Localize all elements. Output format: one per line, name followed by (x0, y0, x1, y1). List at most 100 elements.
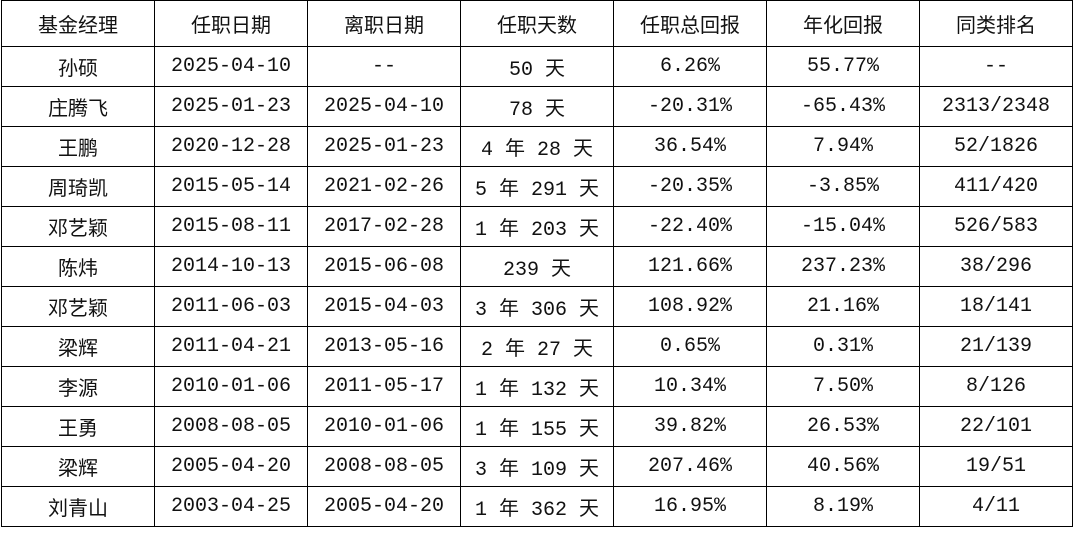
table-cell: 38/296 (919, 246, 1073, 287)
table-cell: 梁辉 (1, 326, 155, 367)
table-cell: 237.23% (766, 246, 920, 287)
table-cell: 7.50% (766, 366, 920, 407)
table-body: 孙硕 2025-04-10 -- 50 天 6.26% 55.77% -- 庄腾飞 2025-0… (1, 46, 1073, 527)
table-row: 李源 2010-01-06 2011-05-17 1 年 132 天 10.34% 7.5… (1, 366, 1073, 407)
table-cell: 36.54% (613, 126, 767, 167)
table-cell: 21/139 (919, 326, 1073, 367)
table-cell: 2005-04-20 (307, 486, 461, 527)
table-cell: 5 年 291 天 (460, 166, 614, 207)
table-cell: -15.04% (766, 206, 920, 247)
table-cell: 21.16% (766, 286, 920, 327)
header-row: 基金经理 任职日期 离职日期 任职天数 任职总回报 年化回报 同类排名 (1, 0, 1073, 47)
table-cell: 2015-06-08 (307, 246, 461, 287)
table-cell: 1 年 203 天 (460, 206, 614, 247)
table-cell: 2011-04-21 (154, 326, 308, 367)
table-cell: 2011-06-03 (154, 286, 308, 327)
header-cell: 任职总回报 (613, 0, 767, 47)
table-cell: -20.35% (613, 166, 767, 207)
table-cell: 16.95% (613, 486, 767, 527)
table-cell: -- (919, 46, 1073, 87)
table-cell: 2015-04-03 (307, 286, 461, 327)
table-cell: 40.56% (766, 446, 920, 487)
table-cell: 2 年 27 天 (460, 326, 614, 367)
table-cell: 王勇 (1, 406, 155, 447)
table-cell: 2025-04-10 (154, 46, 308, 87)
table-cell: 108.92% (613, 286, 767, 327)
table-cell: 刘青山 (1, 486, 155, 527)
table-cell: -22.40% (613, 206, 767, 247)
table-cell: 1 年 155 天 (460, 406, 614, 447)
table-cell: 39.82% (613, 406, 767, 447)
header-cell: 任职日期 (154, 0, 308, 47)
table-cell: 7.94% (766, 126, 920, 167)
table-cell: 207.46% (613, 446, 767, 487)
table-cell: 2313/2348 (919, 86, 1073, 127)
table-cell: 李源 (1, 366, 155, 407)
table-cell: 2003-04-25 (154, 486, 308, 527)
table-cell: -65.43% (766, 86, 920, 127)
table-cell: 6.26% (613, 46, 767, 87)
table-row: 梁辉 2005-04-20 2008-08-05 3 年 109 天 207.46% 40… (1, 446, 1073, 487)
table-cell: 2008-08-05 (307, 446, 461, 487)
table-cell: -3.85% (766, 166, 920, 207)
table-cell: 2014-10-13 (154, 246, 308, 287)
table-cell: 王鹏 (1, 126, 155, 167)
table-cell: 1 年 362 天 (460, 486, 614, 527)
table-cell: 4/11 (919, 486, 1073, 527)
table-cell: -- (307, 46, 461, 87)
table-row: 周琦凯 2015-05-14 2021-02-26 5 年 291 天 -20.35% -… (1, 166, 1073, 207)
table-cell: 121.66% (613, 246, 767, 287)
header-cell: 年化回报 (766, 0, 920, 47)
table-cell: 4 年 28 天 (460, 126, 614, 167)
table-row: 庄腾飞 2025-01-23 2025-04-10 78 天 -20.31% -65.43… (1, 86, 1073, 127)
table-cell: 邓艺颖 (1, 206, 155, 247)
table-cell: 2015-05-14 (154, 166, 308, 207)
table-cell: 526/583 (919, 206, 1073, 247)
table-cell: 52/1826 (919, 126, 1073, 167)
header-cell: 离职日期 (307, 0, 461, 47)
table-header: 基金经理 任职日期 离职日期 任职天数 任职总回报 年化回报 同类排名 (1, 0, 1073, 47)
table-cell: 26.53% (766, 406, 920, 447)
table-cell: 18/141 (919, 286, 1073, 327)
table-cell: 陈炜 (1, 246, 155, 287)
table-cell: 孙硕 (1, 46, 155, 87)
table-cell: 19/51 (919, 446, 1073, 487)
table-row: 邓艺颖 2015-08-11 2017-02-28 1 年 203 天 -22.40% -… (1, 206, 1073, 247)
table-cell: 0.65% (613, 326, 767, 367)
table-cell: 2010-01-06 (307, 406, 461, 447)
header-cell: 任职天数 (460, 0, 614, 47)
table-cell: 邓艺颖 (1, 286, 155, 327)
table-cell: 3 年 109 天 (460, 446, 614, 487)
table-cell: 周琦凯 (1, 166, 155, 207)
table-cell: 2021-02-26 (307, 166, 461, 207)
table-cell: 50 天 (460, 46, 614, 87)
table-row: 梁辉 2011-04-21 2013-05-16 2 年 27 天 0.65% 0.31%… (1, 326, 1073, 367)
table-cell: 庄腾飞 (1, 86, 155, 127)
table-cell: 2008-08-05 (154, 406, 308, 447)
table-row: 陈炜 2014-10-13 2015-06-08 239 天 121.66% 237.23… (1, 246, 1073, 287)
table-cell: -20.31% (613, 86, 767, 127)
table-cell: 1 年 132 天 (460, 366, 614, 407)
table-cell: 0.31% (766, 326, 920, 367)
table-cell: 2013-05-16 (307, 326, 461, 367)
table-row: 刘青山 2003-04-25 2005-04-20 1 年 362 天 16.95% 8.… (1, 486, 1073, 527)
table-cell: 55.77% (766, 46, 920, 87)
table-cell: 8/126 (919, 366, 1073, 407)
table-cell: 411/420 (919, 166, 1073, 207)
table-cell: 2011-05-17 (307, 366, 461, 407)
table-row: 王勇 2008-08-05 2010-01-06 1 年 155 天 39.82% 26.… (1, 406, 1073, 447)
table-cell: 2010-01-06 (154, 366, 308, 407)
header-cell: 基金经理 (1, 0, 155, 47)
table-row: 王鹏 2020-12-28 2025-01-23 4 年 28 天 36.54% 7.94… (1, 126, 1073, 167)
table-cell: 2025-01-23 (307, 126, 461, 167)
header-cell: 同类排名 (919, 0, 1073, 47)
table-cell: 22/101 (919, 406, 1073, 447)
table-cell: 78 天 (460, 86, 614, 127)
table-cell: 3 年 306 天 (460, 286, 614, 327)
table-cell: 2025-04-10 (307, 86, 461, 127)
table-cell: 2005-04-20 (154, 446, 308, 487)
table-cell: 2020-12-28 (154, 126, 308, 167)
table-cell: 239 天 (460, 246, 614, 287)
